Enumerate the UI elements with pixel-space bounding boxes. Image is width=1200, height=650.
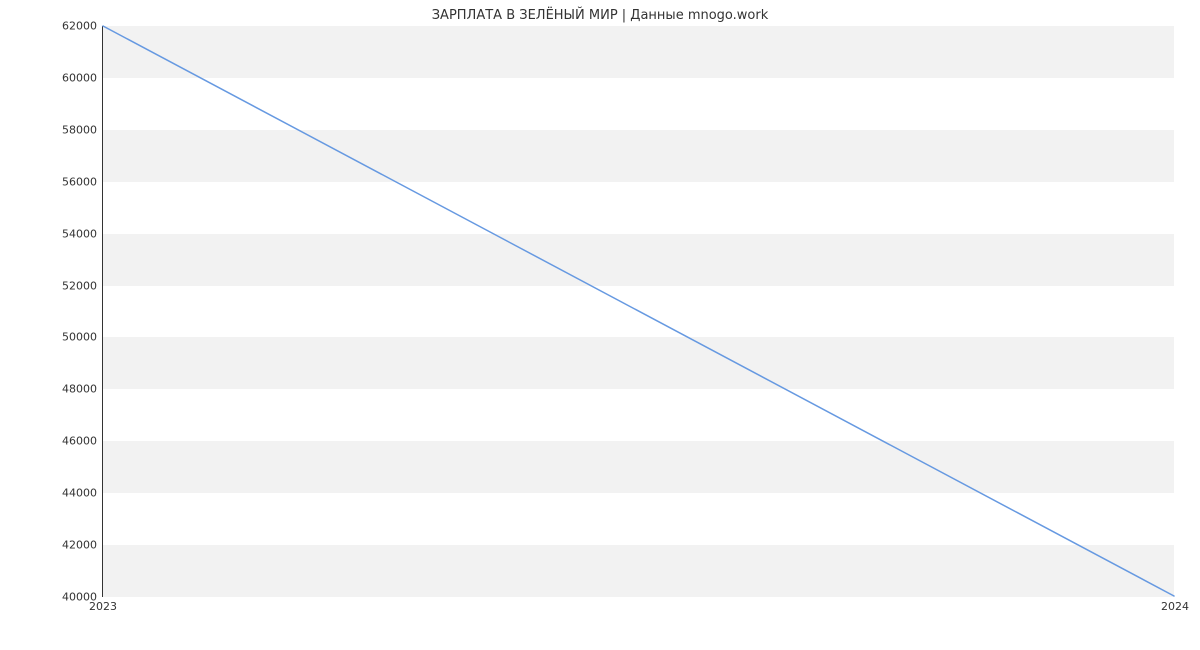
y-tick-label: 58000	[62, 123, 97, 136]
y-tick-label: 62000	[62, 20, 97, 33]
chart-container: ЗАРПЛАТА В ЗЕЛЁНЫЙ МИР | Данные mnogo.wo…	[0, 0, 1200, 650]
x-tick-label: 2023	[89, 600, 117, 613]
y-tick-label: 54000	[62, 227, 97, 240]
y-tick-label: 50000	[62, 331, 97, 344]
y-tick-label: 42000	[62, 539, 97, 552]
y-tick-label: 44000	[62, 487, 97, 500]
y-tick-label: 52000	[62, 279, 97, 292]
y-tick-label: 56000	[62, 175, 97, 188]
x-tick-label: 2024	[1161, 600, 1189, 613]
plot-area: 4000042000440004600048000500005200054000…	[102, 26, 1174, 597]
y-tick-label: 48000	[62, 383, 97, 396]
y-tick-label: 46000	[62, 435, 97, 448]
y-tick-label: 60000	[62, 71, 97, 84]
line-series	[103, 26, 1174, 596]
chart-title: ЗАРПЛАТА В ЗЕЛЁНЫЙ МИР | Данные mnogo.wo…	[0, 0, 1200, 23]
